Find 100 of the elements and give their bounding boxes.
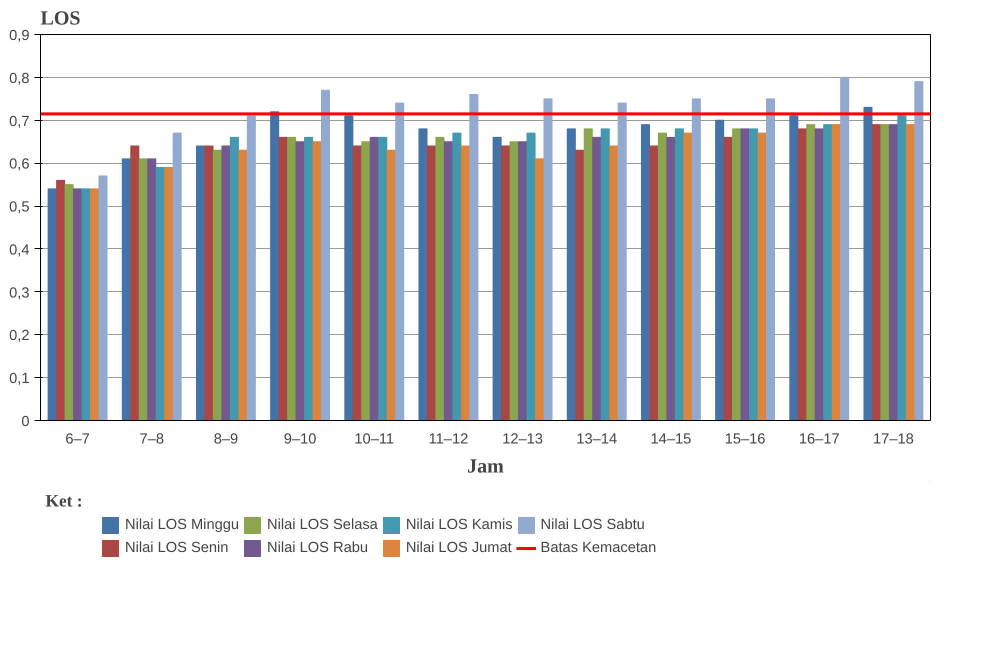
- bar: [724, 136, 733, 420]
- bar: [832, 124, 841, 420]
- x-tick-label: 7–8: [140, 432, 164, 448]
- bar: [749, 128, 758, 420]
- x-tick-label: 9–10: [284, 432, 316, 448]
- bar: [312, 141, 322, 420]
- bar: [98, 176, 108, 420]
- bar: [840, 76, 850, 420]
- x-axis-title: Jam: [467, 456, 504, 478]
- bar: [906, 124, 915, 420]
- legend-label: Nilai LOS Rabu: [267, 540, 368, 556]
- bar: [230, 136, 239, 420]
- bar: [320, 90, 330, 420]
- bar: [460, 146, 470, 420]
- bar: [789, 115, 798, 420]
- bar: [82, 188, 91, 420]
- bar: [863, 106, 873, 420]
- bar: [732, 128, 742, 420]
- bar: [56, 180, 66, 420]
- y-axis-title: LOS: [40, 8, 81, 30]
- bar: [658, 132, 667, 420]
- x-tick-label: 16–17: [798, 432, 840, 448]
- x-tick-label: 13–14: [576, 432, 618, 448]
- x-tick-label: 12–13: [502, 432, 543, 448]
- bar: [715, 120, 724, 420]
- bar: [740, 128, 750, 420]
- y-tick-label: 0,5: [9, 200, 30, 216]
- legend-label: Nilai LOS Jumat: [406, 540, 512, 556]
- bar: [880, 124, 890, 420]
- bar: [683, 132, 692, 420]
- bar: [344, 115, 354, 420]
- bar: [543, 98, 553, 420]
- y-tick-label: 0,9: [9, 28, 30, 44]
- x-tick-label: 10–11: [354, 432, 394, 448]
- bar: [518, 141, 528, 420]
- x-tick-label: 8–9: [214, 432, 238, 448]
- legend-label: Nilai LOS Selasa: [267, 517, 378, 533]
- bar: [138, 158, 148, 420]
- x-tick-label: 15–16: [724, 432, 766, 448]
- legend-label: Nilai LOS Senin: [125, 540, 228, 556]
- bar: [304, 136, 314, 420]
- bar: [823, 124, 832, 420]
- bar: [246, 115, 256, 420]
- bar: [758, 132, 767, 420]
- x-tick-label: 11–12: [428, 432, 468, 448]
- bar: [212, 150, 222, 420]
- x-tick-label: 6–7: [65, 432, 90, 448]
- bar: [492, 136, 502, 420]
- bar: [172, 132, 182, 420]
- bar: [872, 124, 881, 420]
- bar: [73, 188, 82, 420]
- x-tick-label: 14–15: [650, 432, 692, 448]
- bar: [435, 136, 444, 420]
- bar: [278, 136, 288, 420]
- bar: [535, 158, 544, 420]
- bar: [897, 115, 906, 420]
- bar: [147, 158, 156, 420]
- bar: [156, 166, 165, 420]
- legend-label: Nilai LOS Kamis: [406, 517, 513, 533]
- bar: [238, 150, 248, 420]
- bar: [90, 188, 100, 420]
- bar: [296, 141, 305, 420]
- bar: [566, 128, 576, 420]
- bar: [766, 98, 776, 420]
- bar: [395, 102, 404, 420]
- bar: [444, 141, 453, 420]
- bar: [204, 146, 214, 420]
- bar: [600, 128, 610, 420]
- bar: [196, 146, 206, 420]
- bar: [640, 124, 650, 420]
- bar: [361, 141, 370, 420]
- y-tick-label: 0,6: [9, 156, 30, 173]
- y-tick-label: 0,7: [9, 114, 30, 130]
- bar: [609, 146, 618, 420]
- bar: [526, 132, 536, 420]
- legend-label: Nilai LOS Minggu: [125, 517, 240, 533]
- y-tick-label: 0,3: [9, 285, 30, 302]
- bar: [426, 146, 436, 420]
- bar: [649, 146, 658, 420]
- y-tick-label: 0,8: [9, 70, 30, 87]
- bar: [378, 136, 388, 420]
- y-tick-label: 0,4: [9, 242, 30, 258]
- bar: [122, 158, 131, 420]
- legend-label: Batas Kemacetan: [540, 540, 656, 556]
- y-tick-label: 0,2: [9, 328, 30, 344]
- bar: [510, 141, 519, 420]
- bar: [418, 128, 428, 420]
- bar: [618, 102, 627, 420]
- bar: [164, 166, 174, 420]
- bar: [469, 94, 478, 420]
- bar: [287, 136, 296, 420]
- bar: [64, 184, 74, 420]
- bar: [452, 132, 462, 420]
- bar: [386, 150, 396, 420]
- bar: [814, 128, 824, 420]
- bar: [221, 146, 230, 420]
- bar: [592, 136, 602, 420]
- x-tick-label: 17–18: [873, 432, 914, 448]
- legend-label: Nilai LOS Sabtu: [540, 517, 645, 533]
- bar: [888, 124, 898, 420]
